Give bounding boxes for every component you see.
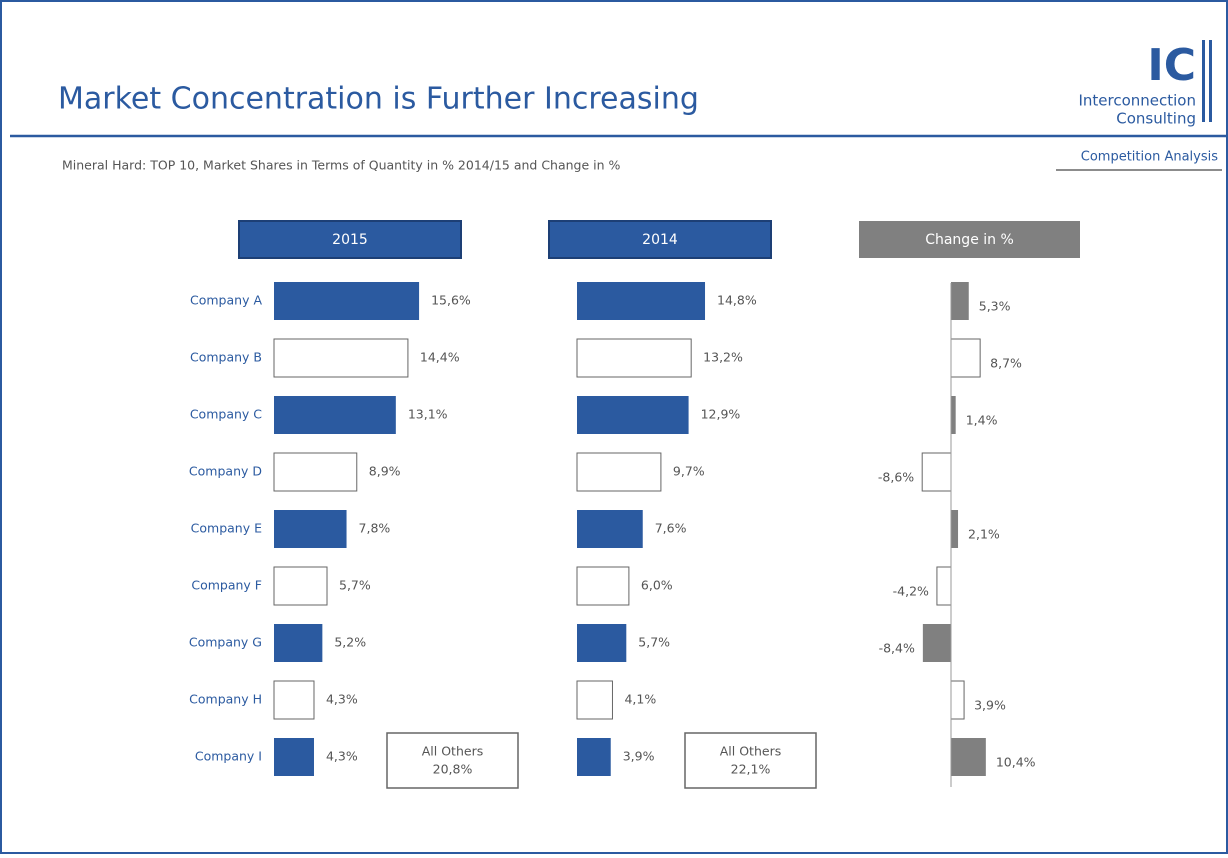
value-label: 15,6% — [431, 293, 471, 308]
category-label: Company C — [190, 407, 262, 422]
value-label: 8,7% — [990, 356, 1022, 371]
value-label: 13,1% — [408, 407, 448, 422]
bar — [577, 510, 643, 548]
logo-mark: IC — [1147, 40, 1196, 91]
bar — [951, 510, 959, 548]
value-label: 7,8% — [359, 521, 391, 536]
bar — [921, 452, 952, 492]
value-label: -8,4% — [879, 641, 915, 656]
others-label: All Others — [422, 744, 483, 759]
logo-line1: Interconnection — [1078, 92, 1196, 110]
bar — [922, 624, 951, 662]
value-label: 4,3% — [326, 692, 358, 707]
category-label: Company H — [189, 692, 262, 707]
category-label: Company E — [191, 521, 262, 536]
panel-title: 2014 — [642, 232, 678, 248]
bar — [577, 282, 706, 320]
value-label: 1,4% — [966, 413, 998, 428]
bar — [274, 624, 323, 662]
value-label: 3,9% — [974, 698, 1006, 713]
panel-title: 2015 — [332, 232, 368, 248]
panel-header — [548, 220, 772, 259]
value-label: 10,4% — [996, 755, 1036, 770]
others-label: All Others — [720, 744, 781, 759]
bar — [273, 338, 409, 378]
bar — [577, 738, 611, 776]
value-label: 7,6% — [655, 521, 687, 536]
bar — [576, 680, 613, 720]
bar — [274, 738, 314, 776]
bar — [576, 338, 692, 378]
value-label: 5,7% — [339, 578, 371, 593]
logo-bar — [1209, 40, 1212, 122]
logo-line2: Consulting — [1116, 110, 1196, 128]
bar — [577, 624, 627, 662]
bar — [273, 566, 328, 606]
value-label: 12,9% — [701, 407, 741, 422]
bar — [273, 680, 315, 720]
panel-header — [238, 220, 462, 259]
others-box — [684, 732, 817, 789]
panel-title: Change in % — [925, 232, 1014, 248]
logo-bar — [1202, 40, 1205, 122]
bar — [576, 452, 662, 492]
bar — [274, 510, 347, 548]
value-label: 6,0% — [641, 578, 673, 593]
category-label: Company D — [189, 464, 262, 479]
bar — [951, 396, 956, 434]
bar — [950, 680, 965, 720]
value-label: -4,2% — [893, 584, 929, 599]
value-label: 4,3% — [326, 749, 358, 764]
value-label: 3,9% — [623, 749, 655, 764]
category-label: Company B — [190, 350, 262, 365]
bar — [576, 566, 630, 606]
bar — [936, 566, 952, 606]
value-label: 14,8% — [717, 293, 757, 308]
value-label: 8,9% — [369, 464, 401, 479]
value-label: 5,7% — [638, 635, 670, 650]
bar — [951, 738, 986, 776]
others-value: 20,8% — [433, 762, 473, 777]
bar — [577, 396, 689, 434]
section-label: Competition Analysis — [1081, 150, 1218, 165]
value-label: -8,6% — [878, 470, 914, 485]
subtitle: Mineral Hard: TOP 10, Market Shares in T… — [62, 158, 621, 173]
bar — [274, 282, 420, 320]
category-label: Company A — [190, 293, 262, 308]
bar — [273, 452, 358, 492]
others-value: 22,1% — [731, 762, 771, 777]
value-label: 5,3% — [979, 299, 1011, 314]
value-label: 5,2% — [334, 635, 366, 650]
value-label: 13,2% — [703, 350, 743, 365]
value-label: 9,7% — [673, 464, 705, 479]
title: Market Concentration is Further Increasi… — [58, 82, 699, 117]
bar — [951, 282, 969, 320]
bar — [950, 338, 981, 378]
bar — [274, 396, 396, 434]
value-label: 4,1% — [624, 692, 656, 707]
value-label: 14,4% — [420, 350, 460, 365]
category-label: Company G — [189, 635, 262, 650]
panel-header — [859, 221, 1080, 258]
value-label: 2,1% — [968, 527, 1000, 542]
category-label: Company I — [195, 749, 262, 764]
category-label: Company F — [191, 578, 262, 593]
others-box — [386, 732, 519, 789]
